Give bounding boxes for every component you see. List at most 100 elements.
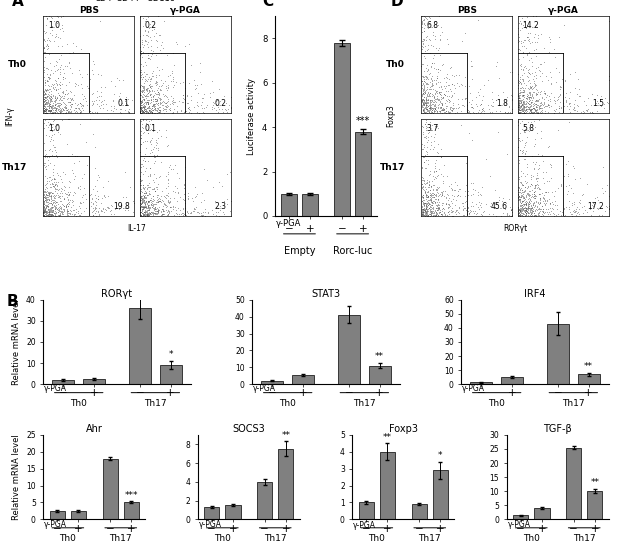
Point [417, 208, 427, 217]
Point [524, 123, 534, 131]
Point [570, 207, 580, 216]
Point [542, 168, 551, 177]
Point [140, 191, 150, 200]
Point [144, 85, 154, 94]
Point [431, 191, 441, 200]
Point [160, 98, 170, 107]
Point [44, 120, 54, 129]
Point [135, 13, 145, 22]
Point [438, 60, 448, 68]
Point [163, 105, 173, 114]
Point [145, 210, 155, 219]
Text: 1.8: 1.8 [496, 100, 508, 108]
Point [197, 212, 207, 220]
Point [73, 183, 83, 192]
Point [45, 85, 55, 94]
Point [421, 195, 431, 204]
Point [535, 88, 545, 96]
Point [148, 192, 158, 200]
Point [418, 129, 428, 138]
Point [441, 96, 451, 104]
Text: 1.5: 1.5 [592, 100, 604, 108]
Point [39, 63, 48, 71]
Point [419, 12, 428, 21]
Point [198, 210, 208, 219]
Point [46, 102, 56, 110]
Point [46, 105, 56, 114]
Point [505, 108, 515, 116]
Point [522, 204, 532, 213]
Point [141, 198, 151, 207]
Point [50, 204, 60, 213]
Point [435, 88, 445, 96]
Point [427, 191, 437, 200]
Point [150, 103, 160, 112]
Point [451, 207, 461, 215]
Point [40, 171, 50, 180]
Point [211, 97, 221, 105]
Point [521, 105, 531, 114]
Point [57, 42, 67, 51]
Point [61, 202, 71, 211]
Point [140, 92, 150, 101]
Point [423, 187, 433, 195]
Point [527, 208, 537, 217]
Point [123, 206, 133, 214]
Point [418, 208, 428, 217]
Text: **: ** [383, 433, 392, 441]
Point [531, 198, 541, 207]
Point [453, 95, 463, 103]
Point [514, 37, 524, 45]
Point [51, 77, 61, 85]
Point [563, 190, 573, 199]
Point [430, 210, 440, 219]
Point [421, 199, 431, 207]
Point [98, 204, 108, 213]
Point [538, 100, 548, 108]
Point [421, 202, 431, 210]
Point [142, 210, 152, 219]
Point [150, 204, 160, 213]
Point [417, 76, 427, 85]
Point [155, 45, 165, 54]
Point [40, 90, 50, 98]
Point [45, 91, 55, 100]
Bar [534, 508, 550, 519]
Point [146, 200, 156, 208]
Point [47, 101, 57, 109]
Point [47, 183, 57, 192]
Point [50, 183, 60, 192]
Point [418, 193, 428, 202]
Point [93, 171, 103, 180]
Point [462, 105, 472, 114]
Point [139, 95, 149, 103]
Point [45, 118, 55, 127]
Point [163, 210, 173, 219]
Point [517, 84, 527, 93]
Point [48, 83, 58, 91]
Point [73, 183, 83, 192]
Point [189, 80, 199, 89]
Point [65, 178, 75, 187]
Point [527, 105, 537, 114]
Point [536, 97, 546, 106]
Point [53, 74, 63, 82]
Point [519, 91, 528, 100]
Point [140, 105, 150, 114]
Point [145, 90, 155, 98]
Point [60, 104, 70, 113]
Point [142, 85, 152, 94]
Point [429, 107, 439, 115]
Point [135, 91, 145, 100]
Point [535, 190, 545, 199]
Text: Th0: Th0 [214, 534, 231, 541]
Point [422, 191, 432, 200]
Point [47, 130, 57, 139]
Point [47, 103, 57, 111]
Point [545, 199, 555, 208]
Point [160, 105, 170, 114]
Point [476, 210, 486, 219]
Point [138, 102, 148, 110]
Point [483, 101, 493, 109]
Point [140, 196, 150, 205]
